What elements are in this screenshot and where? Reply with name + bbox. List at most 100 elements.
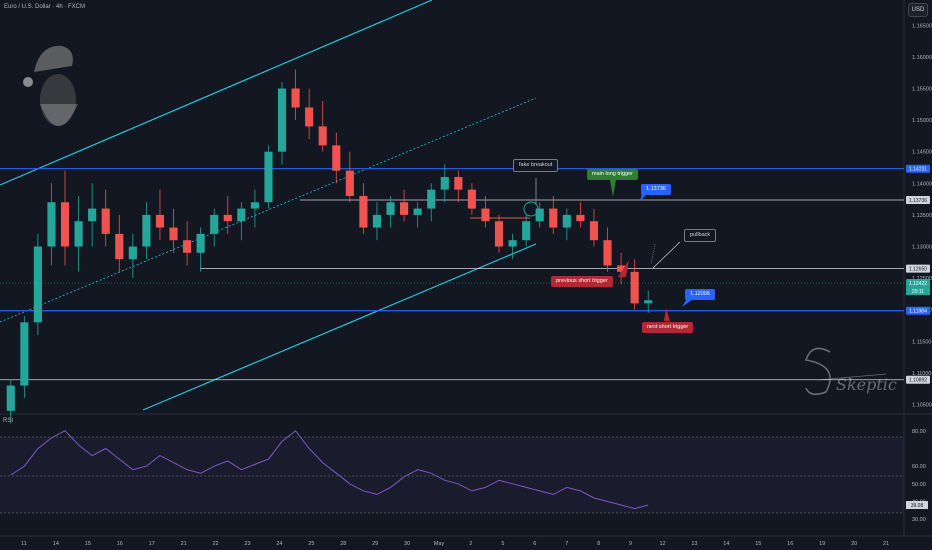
candle-body[interactable] [332, 145, 341, 171]
candle-body[interactable] [603, 240, 612, 266]
price-tick-label: 1.11500 [912, 339, 931, 345]
candle-body[interactable] [291, 88, 300, 108]
svg-text:Skeptic: Skeptic [836, 375, 897, 394]
rsi-line[interactable] [10, 430, 649, 510]
level-tag-box [906, 279, 930, 288]
level-tag-box [906, 264, 930, 273]
time-tick-label: 2 [469, 541, 472, 547]
candle-body[interactable] [318, 126, 327, 146]
previous-short-trigger-label[interactable]: previous short trigger [551, 276, 613, 287]
candle-body[interactable] [413, 208, 422, 215]
rsi-tag-box [906, 501, 928, 510]
level-tag-box [906, 164, 930, 173]
level-tags: 1.14231 1.13736 1.12650 1.12422 20:11 1.11984… [906, 164, 930, 384]
candle-body[interactable] [6, 385, 15, 411]
santa-logo [23, 45, 78, 126]
candle-body[interactable] [101, 208, 110, 234]
candle-body[interactable] [128, 246, 137, 260]
long-price-tail [640, 193, 648, 201]
candle-body[interactable] [589, 221, 599, 241]
candle-body[interactable] [88, 208, 97, 222]
candle-body[interactable] [549, 208, 558, 228]
pullback-label[interactable]: pullback [684, 229, 717, 242]
rsi-band [0, 437, 904, 513]
candle-body[interactable] [115, 233, 124, 260]
channel-mid-line[interactable] [0, 97, 537, 323]
main-long-trigger-label[interactable]: main long trigger [587, 169, 638, 180]
candle-body[interactable] [47, 202, 56, 247]
symbol-title[interactable]: Euro / U.S. Dollar · 4h · FXCM [4, 4, 86, 10]
time-tick-label: 9 [629, 541, 632, 547]
candle-body[interactable] [277, 88, 287, 152]
level-tag-text: 1.12422 [909, 281, 927, 287]
pullback-pointer [652, 241, 681, 269]
candle-body[interactable] [155, 214, 165, 228]
rsi-tag-text: 39.08 [911, 503, 924, 509]
candle-body[interactable] [359, 195, 368, 228]
candle-body[interactable] [576, 214, 585, 222]
short-trigger-price-label[interactable]: 1.12006 [685, 289, 715, 300]
currency-button[interactable]: USD [908, 3, 928, 17]
time-tick-label: 11 [21, 541, 27, 547]
candle-body[interactable] [183, 240, 192, 253]
candle-body[interactable] [454, 176, 463, 190]
candle-body[interactable] [74, 221, 83, 247]
rsi-tick-label: 50.00 [912, 482, 926, 488]
candle-body[interactable] [481, 208, 490, 222]
candle-body[interactable] [33, 246, 42, 323]
time-tick-label: 22 [212, 541, 218, 547]
time-tick-label: 21 [883, 541, 889, 547]
channel-lower-line[interactable] [142, 243, 537, 411]
candle-body[interactable] [237, 208, 246, 222]
candle-body[interactable] [494, 221, 504, 247]
candle-body[interactable] [562, 214, 571, 228]
candle-body[interactable] [142, 214, 151, 247]
time-tick-label: 29 [372, 541, 378, 547]
time-tick-label: 5 [501, 541, 504, 547]
long-trigger-price-label[interactable]: 1.13736 [641, 184, 671, 195]
candle-body[interactable] [372, 214, 382, 228]
skeptic-watermark: Skeptic [804, 347, 897, 396]
candle-body[interactable] [60, 202, 70, 247]
candle-body[interactable] [20, 322, 29, 386]
fake-breakout-label[interactable]: fake breakout [513, 159, 559, 172]
candle-body[interactable] [467, 189, 476, 209]
candle-body[interactable] [196, 233, 205, 253]
candle-body[interactable] [386, 202, 395, 215]
time-tick-label: 15 [755, 541, 761, 547]
candle-body[interactable] [630, 271, 639, 304]
channel-upper-line[interactable] [0, 0, 433, 186]
next-short-tail [664, 308, 670, 321]
candle-body[interactable] [427, 189, 436, 209]
next-short-trigger-label[interactable]: next short trigger [642, 322, 694, 333]
candle-body[interactable] [264, 151, 273, 203]
rsi-tick-label: 80.00 [912, 429, 926, 435]
time-tick-label: 16 [117, 541, 123, 547]
level-tag-box [906, 195, 930, 204]
candle-body[interactable] [345, 170, 354, 196]
candle-body[interactable] [169, 227, 178, 241]
time-tick-label: 19 [819, 541, 825, 547]
time-tick-label: May [434, 541, 445, 547]
price-tick-label: 1.15000 [912, 118, 932, 124]
candle-body[interactable] [210, 214, 219, 234]
time-tick-label: 16 [787, 541, 793, 547]
candle-body[interactable] [508, 240, 517, 247]
time-axis[interactable]: 11 14 15 16 17 21 22 23 24 25 28 29 30 May 2 5 6 7 8 9 12 13 1… [21, 541, 889, 547]
candles[interactable] [6, 69, 653, 424]
time-tick-label: 28 [340, 541, 346, 547]
time-tick-label: 14 [723, 541, 729, 547]
level-tag-text: 1.13736 [909, 198, 927, 204]
candle-body[interactable] [617, 265, 626, 272]
candle-body[interactable] [522, 221, 531, 241]
candle-body[interactable] [644, 300, 653, 304]
candle-body[interactable] [223, 214, 232, 222]
rsi-indicator-label[interactable]: RSI [3, 418, 14, 424]
candle-body[interactable] [305, 107, 314, 127]
candle-body[interactable] [400, 202, 409, 215]
candle-body[interactable] [440, 176, 449, 190]
price-tick-label: 1.16000 [912, 55, 932, 61]
candle-body[interactable] [250, 202, 259, 209]
candle-body[interactable] [535, 208, 544, 222]
